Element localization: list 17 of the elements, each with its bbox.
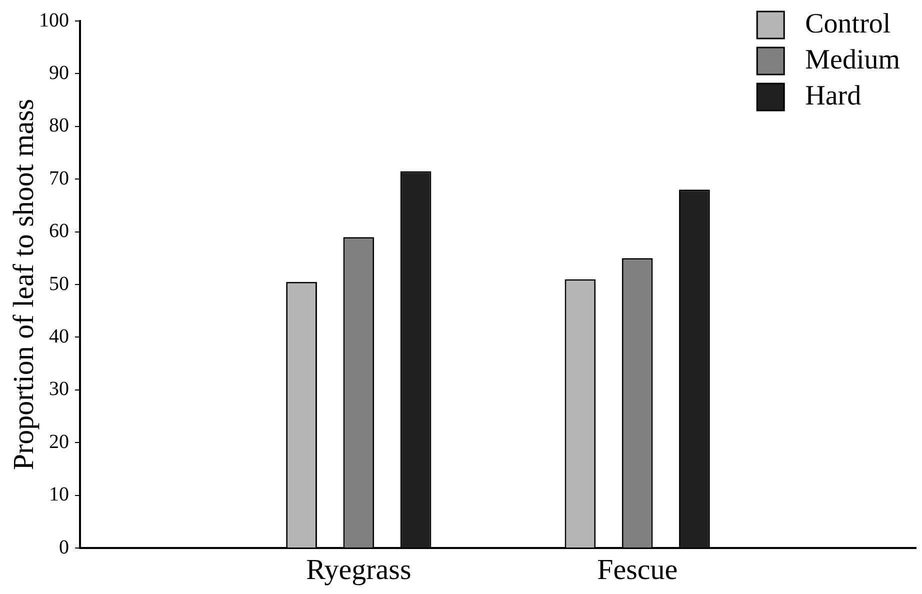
y-tick-label: 100 — [39, 9, 69, 32]
y-tick-label: 50 — [49, 272, 69, 295]
y-tick-label: 10 — [49, 484, 69, 506]
legend-label: Hard — [805, 80, 862, 112]
y-axis-title: Proportion of leaf to shoot mass — [8, 98, 40, 470]
y-tick-label: 60 — [49, 220, 69, 242]
y-tick-label: 30 — [49, 378, 69, 400]
y-tick-label: 70 — [49, 167, 69, 190]
y-tick-label: 90 — [49, 62, 69, 84]
y-tick-label: 0 — [59, 536, 69, 558]
legend-label: Medium — [805, 44, 900, 76]
x-tick-label: Ryegrass — [306, 554, 412, 586]
legend-label: Control — [805, 8, 891, 40]
y-tick-label: 20 — [49, 430, 69, 453]
y-tick-label: 40 — [49, 325, 69, 348]
y-tick-label: 80 — [49, 114, 69, 137]
x-tick-label: Fescue — [597, 554, 678, 586]
